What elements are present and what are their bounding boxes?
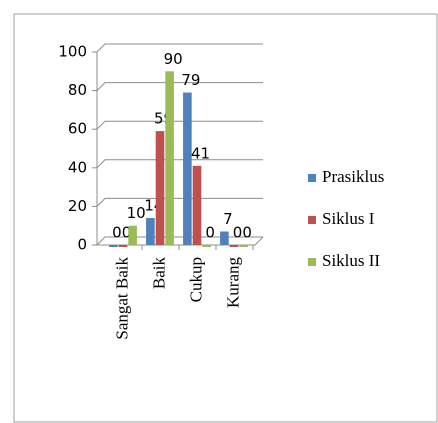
bar xyxy=(146,217,155,245)
legend-swatch xyxy=(308,258,316,266)
legend-label: Prasiklus xyxy=(322,167,384,186)
bar xyxy=(165,71,174,245)
legend-swatch xyxy=(308,174,316,182)
data-label: 0 xyxy=(205,224,215,242)
grid-line xyxy=(96,197,263,207)
bar xyxy=(109,245,118,247)
bar xyxy=(128,225,137,245)
data-label: 79 xyxy=(181,71,200,89)
data-label: 0 xyxy=(122,224,132,242)
grid-line xyxy=(96,82,263,91)
legend-label: Siklus I xyxy=(322,209,375,228)
bar xyxy=(118,245,128,247)
grid-line xyxy=(96,159,263,169)
grid-line xyxy=(96,43,263,53)
bar xyxy=(220,231,229,245)
x-tick-label: Sangat Baik xyxy=(112,257,131,340)
data-label: 41 xyxy=(191,144,210,162)
y-tick-label: 100 xyxy=(58,43,87,61)
y-tick-label: 80 xyxy=(68,81,87,99)
y-tick-label: 40 xyxy=(68,158,87,176)
legend-swatch xyxy=(308,216,316,224)
data-label: 90 xyxy=(164,50,183,68)
x-tick-label: Baik xyxy=(149,257,168,290)
y-tick-label: 0 xyxy=(77,236,87,254)
bar xyxy=(183,92,192,245)
bar xyxy=(155,131,165,245)
bar xyxy=(202,245,211,247)
x-tick-label: Cukup xyxy=(186,257,205,302)
data-label: 0 xyxy=(233,224,243,242)
grid-line xyxy=(96,120,263,130)
bar xyxy=(239,245,248,247)
data-label: 0 xyxy=(112,224,122,242)
data-label: 0 xyxy=(242,224,252,242)
data-label: 7 xyxy=(223,210,233,228)
y-tick-label: 20 xyxy=(68,197,87,215)
legend-label: Siklus II xyxy=(322,251,380,270)
x-tick-label: Kurang xyxy=(223,257,242,308)
data-label: 10 xyxy=(127,204,146,222)
grid-line xyxy=(96,236,263,246)
chart-frame xyxy=(13,13,438,423)
bar xyxy=(229,245,239,247)
y-tick-label: 60 xyxy=(68,120,87,138)
bar xyxy=(192,165,202,245)
